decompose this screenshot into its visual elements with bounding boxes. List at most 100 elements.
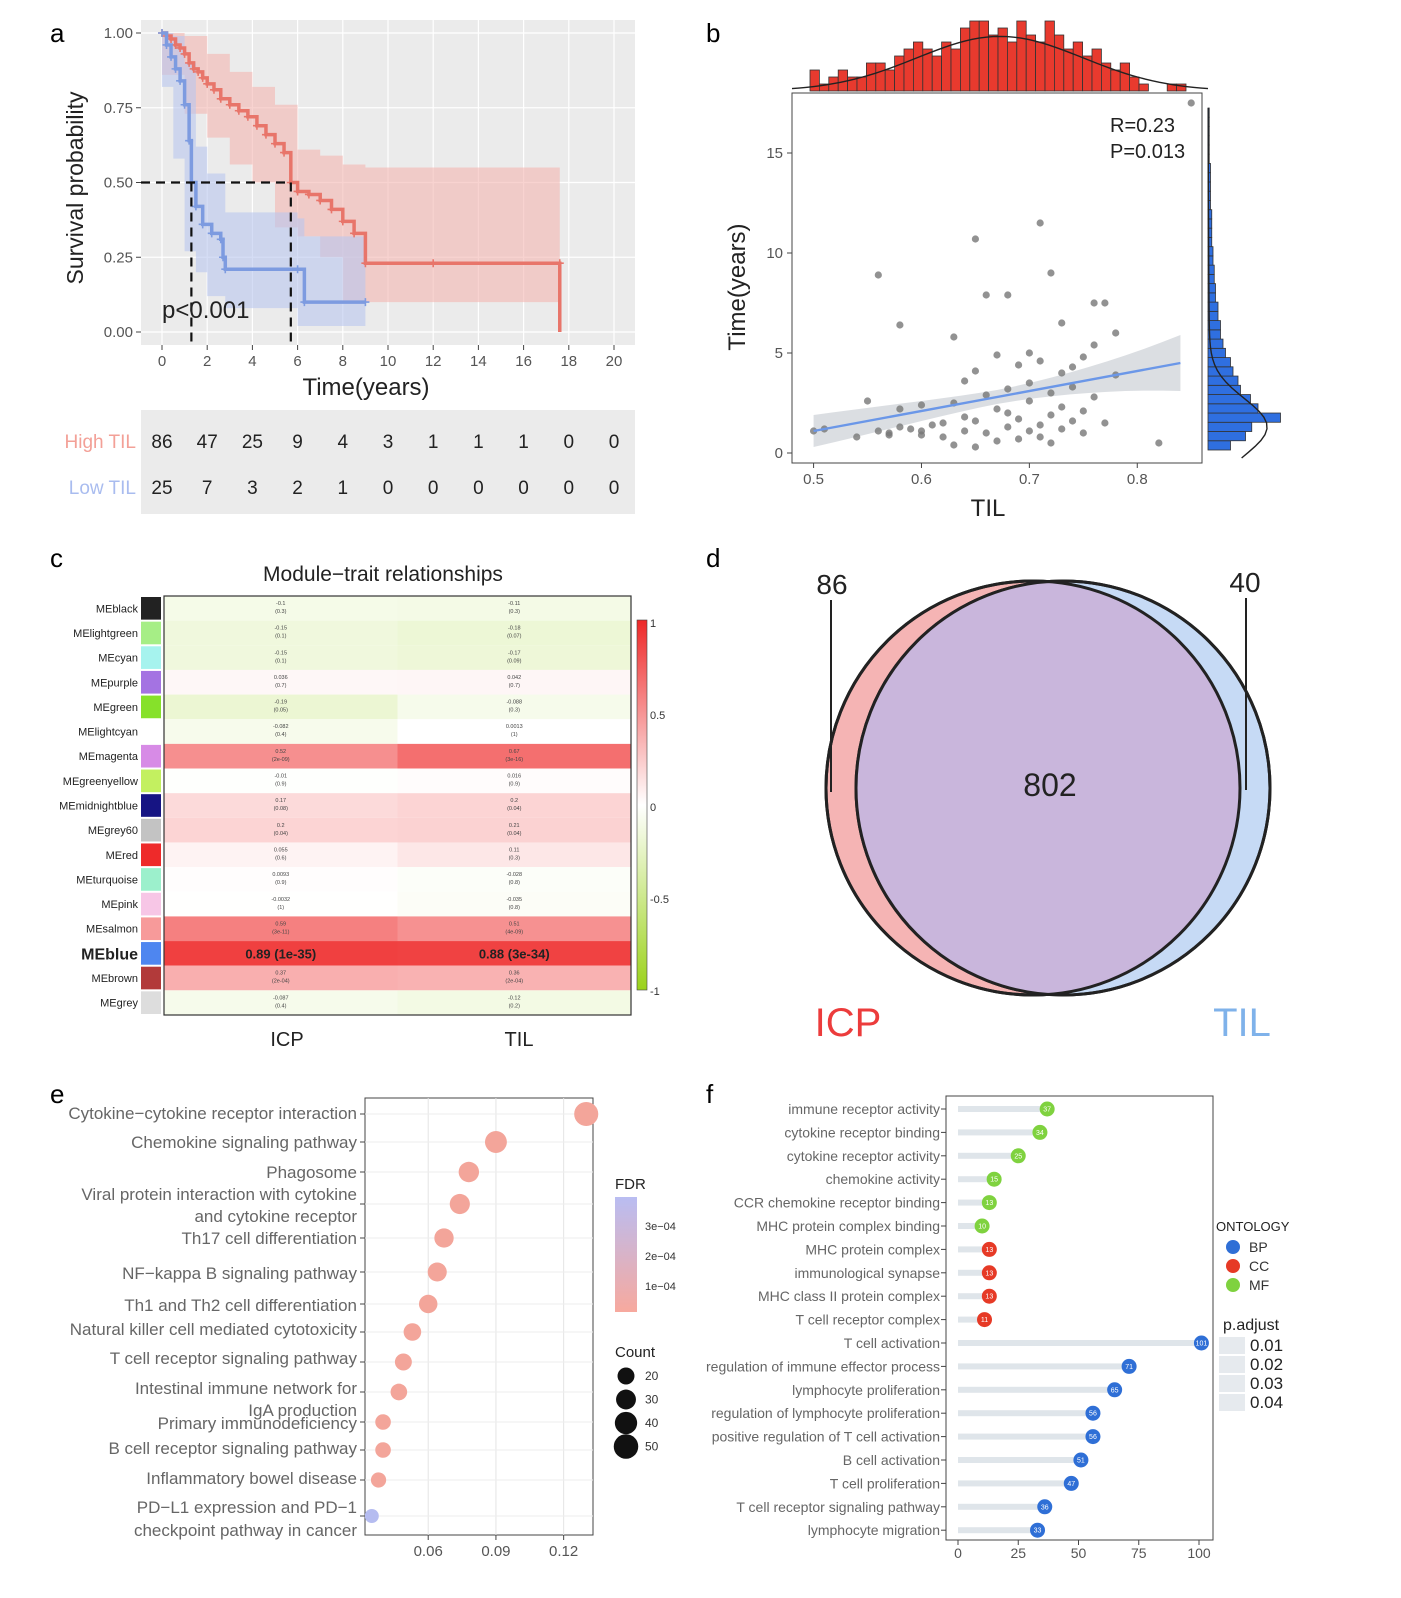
top-histogram-bar — [1063, 48, 1074, 92]
ontology-legend-label: MF — [1249, 1277, 1269, 1293]
module-color-swatch — [141, 744, 161, 768]
heatmap-cell-label: -0.12 — [508, 995, 521, 1001]
top-histogram-bar — [875, 62, 886, 92]
survival-x-tick-label: 10 — [380, 353, 397, 370]
heatmap-cell — [397, 916, 631, 942]
kegg-term-label: B cell receptor signaling pathway — [108, 1439, 357, 1458]
module-color-swatch — [141, 917, 161, 941]
heatmap-colorbar — [636, 619, 648, 991]
top-histogram-bar — [1035, 41, 1046, 92]
top-histogram-bar — [988, 34, 999, 92]
go-term-label: MHC protein complex binding — [756, 1218, 940, 1234]
risk-table-cell: 1 — [338, 478, 349, 499]
risk-table-label-high: High TIL — [65, 432, 136, 453]
top-histogram-bar — [1091, 48, 1102, 92]
go-term-dot — [1085, 1405, 1101, 1421]
top-histogram-bar — [1072, 41, 1083, 92]
heatmap-cell-label: 0.0093 — [272, 872, 289, 878]
go-term-bar — [958, 1457, 1081, 1463]
heatmap-cell-label: 0.37 — [275, 971, 286, 977]
kegg-term-label: Chemokine signaling pathway — [131, 1133, 357, 1152]
scatter-point — [917, 427, 926, 435]
go-term-dot — [986, 1171, 1002, 1187]
scatter-point — [961, 427, 969, 435]
go-term-label: T cell proliferation — [830, 1475, 940, 1491]
survival-censor-mark — [350, 229, 359, 238]
go-term-bar — [958, 1386, 1115, 1393]
go-term-dot — [1030, 1522, 1046, 1538]
survival-censor-mark — [158, 29, 166, 37]
heatmap-cell-label: 0.17 — [275, 798, 286, 804]
risk-table-cell: 25 — [151, 478, 172, 499]
top-histogram-bar — [1054, 34, 1065, 92]
top-histogram-bar — [931, 55, 943, 92]
survival-x-tick-label: 6 — [293, 353, 301, 370]
top-histogram-bar — [1110, 69, 1121, 92]
padjust-legend-swatch — [1219, 1394, 1245, 1411]
top-histogram-bar — [1119, 62, 1130, 92]
heatmap-cell — [397, 867, 631, 892]
kegg-term-dot — [418, 1294, 438, 1314]
risk-table-cell: 0 — [383, 478, 394, 499]
heatmap-cell-label: 0.51 — [509, 921, 520, 927]
scatter-point — [1014, 361, 1023, 369]
heatmap-cell-label: -0.17 — [508, 650, 521, 656]
scatter-y-tick-label: 10 — [766, 245, 783, 262]
go-term-bar — [958, 1316, 985, 1323]
heatmap-cell-label: (0.7) — [509, 683, 520, 689]
module-name-label: MEpink — [101, 899, 138, 911]
scatter-point — [1004, 423, 1012, 431]
kegg-term-dot — [484, 1131, 507, 1153]
survival-x-tick-label: 16 — [515, 353, 532, 370]
go-term-bar — [958, 1199, 990, 1206]
colorbar-tick-label: 0.5 — [650, 710, 665, 722]
heatmap-cell-label: -0.11 — [508, 601, 520, 607]
survival-censor-mark — [271, 139, 279, 148]
heatmap-cell-label: -0.01 — [274, 774, 287, 780]
survival-x-tick-label: 4 — [248, 353, 256, 370]
heatmap-cell — [397, 645, 631, 670]
go-term-bar — [958, 1527, 1038, 1534]
scatter-point — [1068, 417, 1077, 425]
go-term-bar — [958, 1293, 990, 1300]
venn-icp-only-count: 86 — [816, 569, 847, 600]
heatmap-cell-label: -0.0032 — [271, 897, 290, 903]
count-legend-label: 50 — [645, 1440, 659, 1454]
heatmap-cell-label: (0.04) — [507, 831, 522, 837]
heatmap-cell-label: 0.2 — [277, 823, 285, 829]
go-term-count: 15 — [990, 1177, 998, 1184]
go-term-count: 47 — [1067, 1481, 1075, 1488]
scatter-point — [1187, 99, 1195, 107]
scatter-point — [1025, 397, 1033, 405]
heatmap-cell — [164, 965, 398, 991]
venn-circle-icp-outline — [824, 579, 1242, 997]
kegg-term-label: Primary immunodeficiency — [158, 1414, 358, 1433]
module-name-label: MEgreen — [93, 702, 138, 714]
heatmap-column-icp: ICP — [270, 1029, 303, 1051]
ontology-legend-label: CC — [1249, 1258, 1269, 1274]
top-histogram-bar — [903, 48, 914, 92]
module-name-label: MEsalmon — [86, 924, 138, 936]
go-term-dot — [1073, 1452, 1089, 1468]
heatmap-cell-label: (1) — [277, 905, 284, 911]
risk-table-cell: 2 — [292, 478, 303, 499]
module-color-swatch — [141, 720, 161, 743]
kegg-term-label: Cytokine−cytokine receptor interaction — [68, 1104, 357, 1123]
go-term-dot — [981, 1288, 997, 1304]
survival-censor-mark — [198, 73, 207, 82]
right-histogram-bar — [1207, 440, 1231, 451]
heatmap-cell-label: 0.2 — [510, 798, 518, 804]
scatter-point — [939, 419, 947, 427]
module-color-swatch — [141, 769, 161, 793]
module-color-swatch — [141, 991, 161, 1014]
survival-censor-mark — [216, 235, 225, 244]
survival-censor-mark — [189, 64, 198, 73]
count-legend-dot — [613, 1434, 639, 1459]
right-histogram-bar — [1207, 384, 1241, 395]
right-histogram-bar — [1207, 375, 1239, 386]
scatter-point — [896, 405, 904, 413]
heatmap-cell-label: 0.36 — [509, 971, 520, 977]
go-term-bar — [958, 1176, 995, 1183]
scatter-point — [1101, 299, 1109, 307]
go-term-label: T cell receptor complex — [796, 1312, 940, 1328]
